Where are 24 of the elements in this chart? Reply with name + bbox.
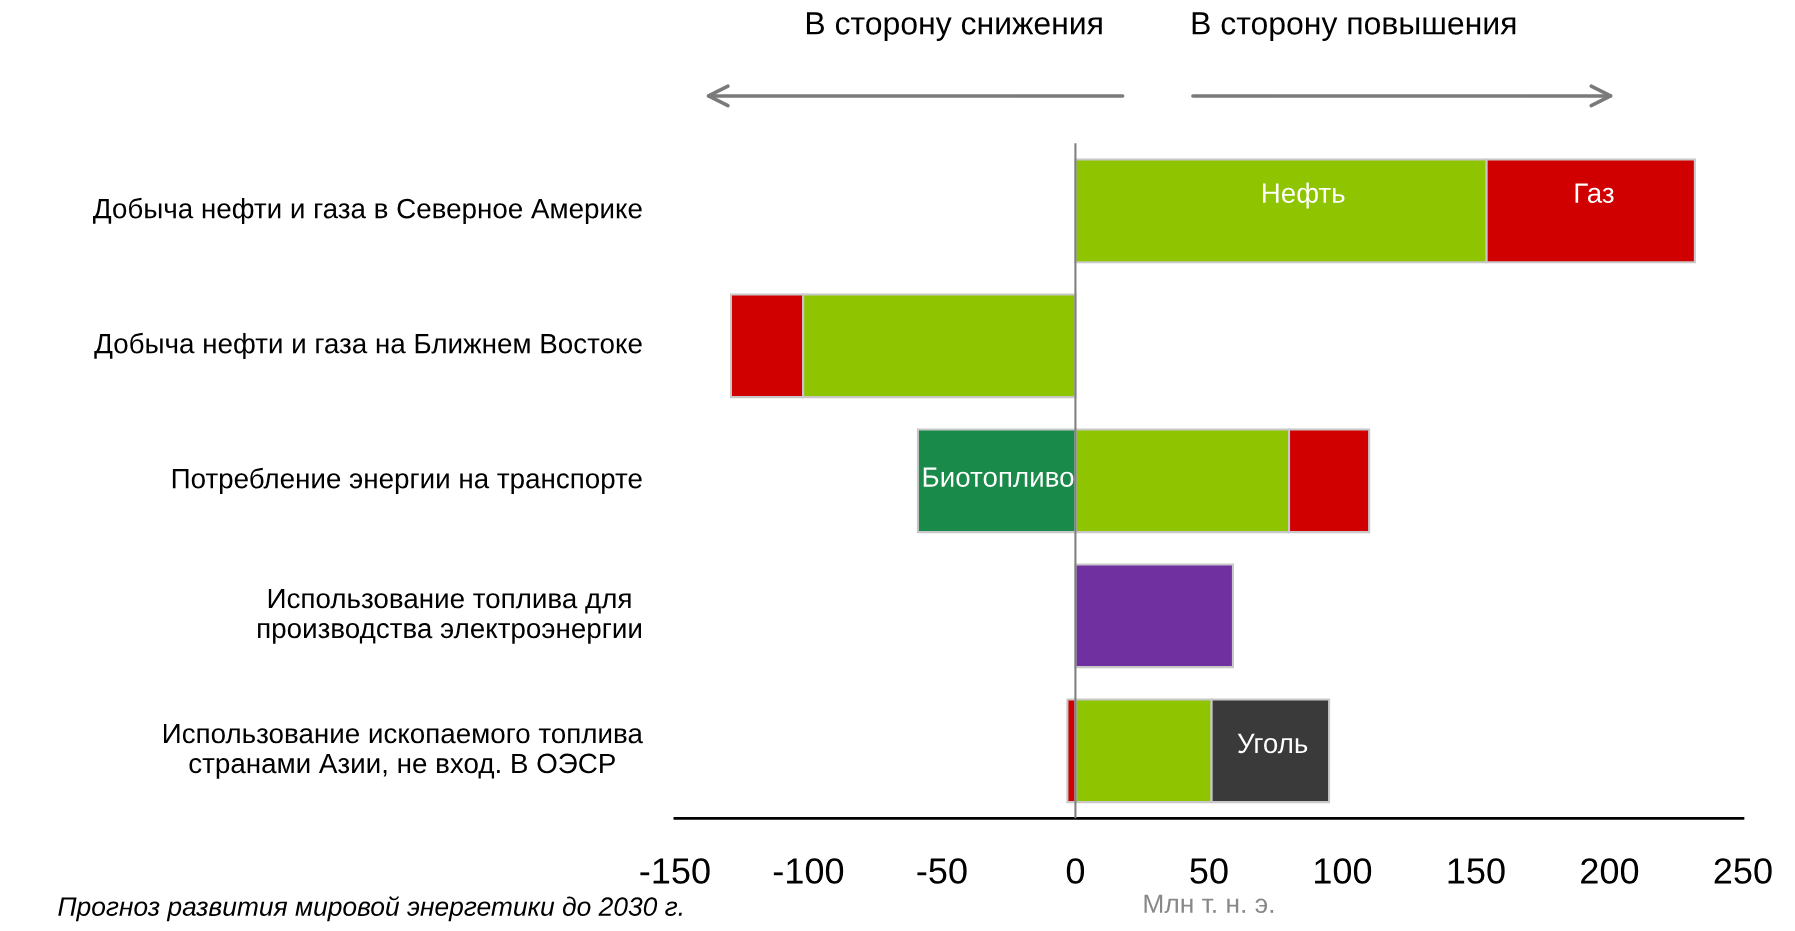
annotation: Газ xyxy=(1575,183,1614,203)
x-tick-label: -50 xyxy=(917,858,967,884)
annotation: Биотопливо xyxy=(923,467,1074,487)
bar xyxy=(1074,563,1234,669)
text: В сторону повышения xyxy=(1192,12,1516,41)
text: Прогноз развития мировой энергетики до 2030 г. xyxy=(58,896,682,922)
annotation: Уголь xyxy=(1237,733,1308,754)
text: В сторону снижения xyxy=(806,12,1102,41)
x-tick-label: 100 xyxy=(1315,858,1372,884)
annotation: Нефть xyxy=(1262,182,1345,209)
y-tick-label: Добыча нефти и газа на Ближнем Востоке xyxy=(94,332,642,359)
x-tick-label: 200 xyxy=(1581,858,1639,884)
y-tick-label: Использование ископаемого топлива странами Азии, не вход. В ОЭСР xyxy=(164,723,643,779)
x-tick-label: 0 xyxy=(1066,858,1085,884)
x-tick-label: -150 xyxy=(640,858,710,884)
bar xyxy=(916,428,1077,534)
x-tick-label: 50 xyxy=(1190,858,1228,884)
y-tick-label: Потребление энергии на транспорте xyxy=(172,467,642,494)
x-tick-label: 250 xyxy=(1714,858,1772,884)
x-tick-label: 150 xyxy=(1448,858,1505,884)
x-axis-title: Млн т. н. э. xyxy=(1144,894,1274,914)
x-tick-label: -100 xyxy=(773,858,844,884)
y-tick-label: Добыча нефти и газа в Северное Америке xyxy=(93,197,642,224)
y-tick-label: Использование топлива для производства электроэнергии xyxy=(258,588,641,644)
